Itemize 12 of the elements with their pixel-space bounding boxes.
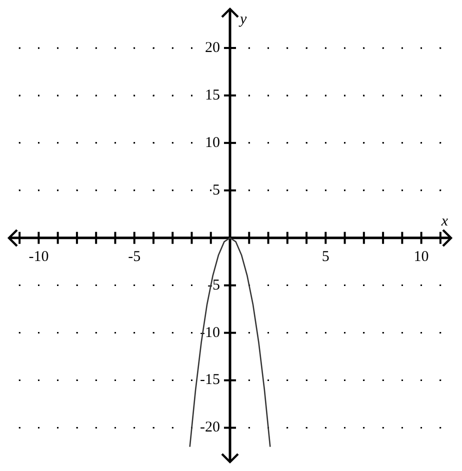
x-axis-title: x <box>440 213 448 230</box>
y-tick-label: -15 <box>200 372 220 388</box>
x-tick-label: -10 <box>28 248 49 265</box>
x-tick-label: 10 <box>414 248 429 265</box>
y-tick-label: 5 <box>212 182 220 198</box>
y-tick-label: 10 <box>205 134 220 151</box>
y-tick-label: 20 <box>205 40 220 56</box>
y-tick-label: -20 <box>200 420 220 436</box>
y-axis-title: y <box>238 11 247 28</box>
y-tick-label: 15 <box>205 87 220 104</box>
x-tick-label: -5 <box>128 248 141 265</box>
x-tick-label: 5 <box>322 248 330 265</box>
